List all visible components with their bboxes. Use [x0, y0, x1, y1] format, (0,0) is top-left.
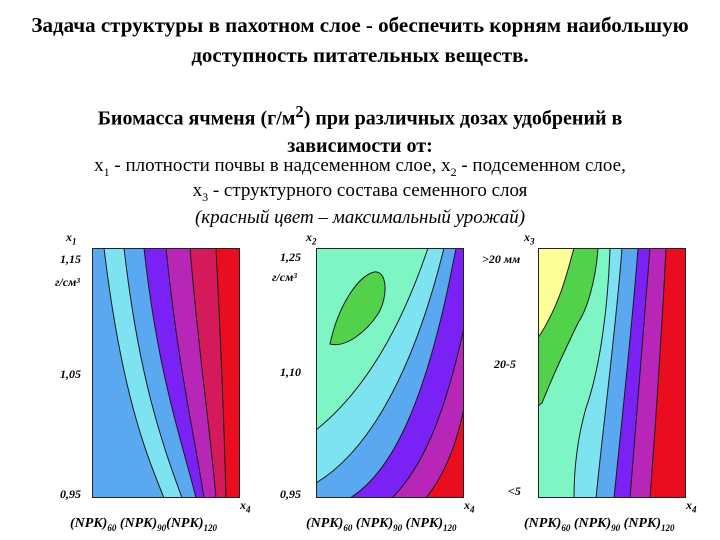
panel3-ytick-top: >20 мм: [482, 252, 521, 266]
panel2-ytick-bottom: 0,95: [280, 487, 301, 501]
panel3-band-blue: [596, 248, 638, 498]
panel1-yunit: г/см³: [55, 275, 80, 289]
panel2-band-red: [426, 408, 464, 498]
panel2-island-green: [330, 271, 386, 345]
panel1-ytick-top: 1,15: [60, 252, 81, 266]
subtitle-sup: 2: [295, 102, 304, 121]
x3-sub: 3: [202, 189, 209, 204]
factor-line-2: x3 - структурного состава семенного слоя: [20, 179, 700, 209]
x1-sub: 1: [103, 164, 110, 179]
panel3-band-mint: [538, 248, 610, 498]
factor-text-2: - подсеменном слое,: [456, 155, 626, 176]
subtitle-post: ) при различных дозах удобрений в зависи…: [287, 107, 623, 157]
panel3-band-green: [538, 248, 598, 406]
panel2-ytick-mid: 1,10: [280, 365, 301, 379]
panel2-frame: [316, 248, 464, 498]
panel1-ytick-bottom: 0,95: [60, 487, 81, 501]
panel3-contour-plot: [538, 248, 686, 498]
factor-text-3: - структурного состава семенного слоя: [208, 180, 528, 201]
panel1-contour-plot: [92, 248, 240, 498]
x1-symbol: x: [94, 155, 104, 176]
slide-title: Задача структуры в пахотном слое - обесп…: [31, 13, 689, 67]
panel3-ytick-mid: 20-5: [494, 357, 516, 371]
panel3-band-magenta: [630, 248, 666, 498]
x3-symbol: x: [192, 180, 203, 201]
panel2-ylabel: x2: [306, 230, 317, 247]
panel1-xticks: (NPK)60 (NPK)90(NPK)120: [70, 516, 217, 533]
subtitle-pre: Биомасса ячменя (г/м: [97, 107, 296, 130]
panel3-band-yellow: [538, 248, 574, 338]
panel2-xlabel: x4: [464, 498, 475, 515]
slide-subtitle: Биомасса ячменя (г/м2) при различных доз…: [80, 98, 640, 160]
panel3-xlabel: x4: [686, 498, 697, 515]
x2-sub: 2: [450, 164, 457, 179]
panel1-ylabel: x1: [66, 230, 77, 247]
panel2-band-magenta: [392, 328, 464, 498]
panel1-xlabel: x4: [240, 498, 251, 515]
panel1-frame: [92, 248, 240, 498]
panel3-ylabel: x3: [524, 230, 535, 247]
panel2-contour-plot: [316, 248, 464, 498]
panel1-band-red: [216, 248, 240, 498]
panel3-xticks: (NPK)60 (NPK)90 (NPK)120: [524, 516, 675, 533]
factor-text-1: - плотности почвы в надсеменном слое, x: [109, 155, 451, 176]
factor-line-1: x1 - плотности почвы в надсеменном слое,…: [20, 154, 700, 184]
panel1-ytick-mid: 1,05: [60, 367, 81, 381]
panel3-band-red: [650, 248, 686, 498]
panel2-xticks: (NPK)60 (NPK)90 (NPK)120: [306, 516, 457, 533]
panel3-ytick-bottom: <5: [508, 484, 521, 498]
panel2-yunit: г/см³: [272, 270, 297, 284]
color-note: (красный цвет – максимальный урожай): [194, 207, 526, 228]
panel2-ytick-top: 1,25: [280, 250, 301, 264]
panel3-frame: [538, 248, 686, 498]
panel3-band-violet: [614, 248, 650, 498]
